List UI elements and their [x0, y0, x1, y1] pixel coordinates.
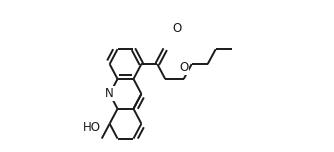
Text: HO: HO [83, 121, 101, 134]
Text: O: O [179, 60, 188, 74]
Text: N: N [105, 87, 114, 100]
Text: O: O [172, 22, 181, 35]
